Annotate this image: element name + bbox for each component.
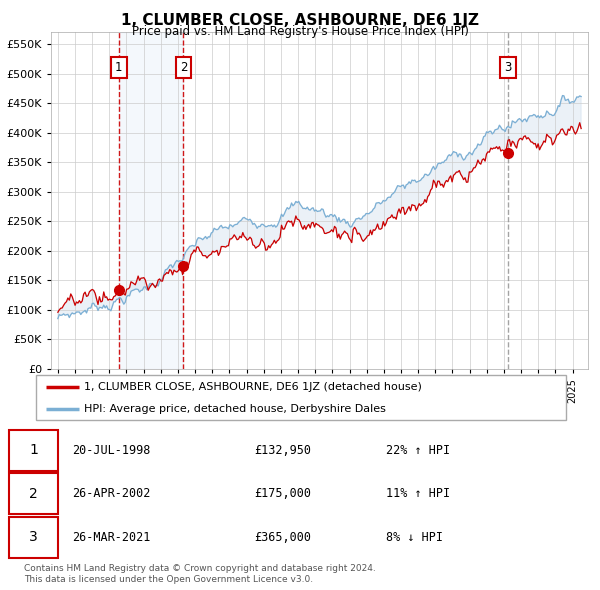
Text: 2: 2 bbox=[179, 61, 187, 74]
Text: 1: 1 bbox=[29, 444, 38, 457]
FancyBboxPatch shape bbox=[35, 375, 566, 420]
Text: £365,000: £365,000 bbox=[254, 531, 311, 544]
Text: £175,000: £175,000 bbox=[254, 487, 311, 500]
Text: 2: 2 bbox=[29, 487, 38, 501]
FancyBboxPatch shape bbox=[9, 473, 58, 514]
Text: 26-MAR-2021: 26-MAR-2021 bbox=[73, 531, 151, 544]
Text: 26-APR-2002: 26-APR-2002 bbox=[73, 487, 151, 500]
Text: Price paid vs. HM Land Registry's House Price Index (HPI): Price paid vs. HM Land Registry's House … bbox=[131, 25, 469, 38]
Text: 1, CLUMBER CLOSE, ASHBOURNE, DE6 1JZ: 1, CLUMBER CLOSE, ASHBOURNE, DE6 1JZ bbox=[121, 13, 479, 28]
Text: 8% ↓ HPI: 8% ↓ HPI bbox=[386, 531, 443, 544]
Text: 20-JUL-1998: 20-JUL-1998 bbox=[73, 444, 151, 457]
Text: 11% ↑ HPI: 11% ↑ HPI bbox=[386, 487, 451, 500]
FancyBboxPatch shape bbox=[9, 430, 58, 471]
Text: Contains HM Land Registry data © Crown copyright and database right 2024.: Contains HM Land Registry data © Crown c… bbox=[24, 565, 376, 573]
Bar bbox=[119, 32, 184, 369]
Text: £132,950: £132,950 bbox=[254, 444, 311, 457]
Text: 1, CLUMBER CLOSE, ASHBOURNE, DE6 1JZ (detached house): 1, CLUMBER CLOSE, ASHBOURNE, DE6 1JZ (de… bbox=[84, 382, 422, 392]
Text: 3: 3 bbox=[29, 530, 38, 544]
Text: 3: 3 bbox=[504, 61, 512, 74]
Text: 22% ↑ HPI: 22% ↑ HPI bbox=[386, 444, 451, 457]
Text: This data is licensed under the Open Government Licence v3.0.: This data is licensed under the Open Gov… bbox=[24, 575, 313, 584]
FancyBboxPatch shape bbox=[9, 517, 58, 558]
Text: 1: 1 bbox=[115, 61, 122, 74]
Text: HPI: Average price, detached house, Derbyshire Dales: HPI: Average price, detached house, Derb… bbox=[84, 404, 386, 414]
